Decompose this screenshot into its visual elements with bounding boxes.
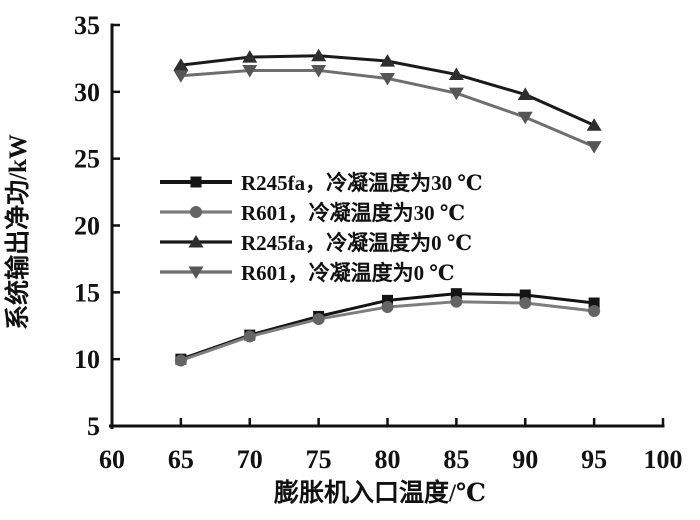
- y-tick-label: 20: [74, 212, 100, 241]
- triangle-up-marker: [311, 48, 327, 62]
- y-axis-title: 系统输出净功/kW: [3, 134, 32, 330]
- triangle-up-marker: [188, 235, 204, 248]
- legend: R245fa，冷凝温度为30 ℃ R601，冷凝温度为30 ℃ R245fa，冷凝温…: [160, 171, 483, 285]
- square-marker: [382, 294, 393, 306]
- y-tick-label: 25: [74, 145, 100, 174]
- x-axis-title: 膨胀机入口温度/℃: [274, 478, 486, 507]
- legend-item: R245fa，冷凝温度为0 ℃: [160, 231, 472, 255]
- series-2: [173, 48, 602, 131]
- triangle-down-marker: [586, 141, 602, 154]
- triangle-down-marker: [188, 266, 204, 279]
- square-marker: [588, 297, 600, 309]
- x-tick-label: 60: [99, 445, 125, 474]
- series-0: [175, 288, 600, 365]
- legend-item: R601，冷凝温度为0 ℃: [160, 261, 455, 285]
- y-tick-label: 10: [74, 345, 100, 374]
- x-tick-label: 75: [306, 445, 332, 474]
- y-tick-label: 35: [74, 11, 100, 40]
- legend-label: R245fa，冷凝温度为30 ℃: [241, 171, 483, 195]
- legend-label: R245fa，冷凝温度为0 ℃: [241, 231, 472, 255]
- square-marker: [519, 289, 531, 301]
- circle-marker: [312, 313, 325, 326]
- x-tick-label: 70: [237, 445, 263, 474]
- axes: 60 65 70 75 80 85 90 95 100 5 10 15 20 25 30 35: [74, 11, 683, 474]
- square-marker: [450, 288, 462, 300]
- y-tick-label: 15: [74, 278, 100, 307]
- circle-marker: [243, 330, 256, 343]
- triangle-down-marker: [517, 111, 533, 125]
- x-tick-label: 95: [581, 445, 607, 474]
- triangle-down-marker: [173, 70, 189, 83]
- legend-label: R601，冷凝温度为0 ℃: [241, 261, 455, 285]
- triangle-down-marker: [242, 64, 258, 78]
- series-3: [173, 64, 602, 154]
- circle-marker: [174, 354, 187, 367]
- legend-label: R601，冷凝温度为30 ℃: [241, 201, 465, 225]
- y-tick-label: 30: [74, 78, 100, 107]
- x-tick-label: 85: [443, 445, 469, 474]
- triangle-up-marker: [242, 50, 258, 63]
- data-series: [173, 48, 602, 367]
- triangle-down-marker: [448, 87, 464, 101]
- circle-marker: [381, 301, 394, 314]
- triangle-up-marker: [173, 58, 189, 71]
- series-1: [174, 295, 601, 367]
- x-tick-label: 100: [644, 445, 683, 474]
- triangle-down-marker: [380, 72, 395, 86]
- triangle-up-marker: [586, 118, 602, 131]
- legend-item: R601，冷凝温度为30 ℃: [160, 201, 465, 225]
- legend-item: R245fa，冷凝温度为30 ℃: [160, 171, 483, 195]
- circle-marker: [450, 295, 463, 308]
- x-tick-label: 90: [512, 445, 538, 474]
- y-tick-label: 5: [87, 412, 100, 441]
- triangle-down-marker: [311, 64, 327, 78]
- square-marker: [190, 176, 202, 188]
- triangle-up-marker: [448, 67, 464, 80]
- x-tick-label: 65: [168, 445, 194, 474]
- x-tick-label: 80: [375, 445, 401, 474]
- circle-marker: [190, 206, 202, 218]
- triangle-up-marker: [380, 54, 395, 67]
- circle-marker: [588, 305, 601, 318]
- triangle-up-marker: [517, 87, 533, 101]
- circle-marker: [519, 297, 532, 310]
